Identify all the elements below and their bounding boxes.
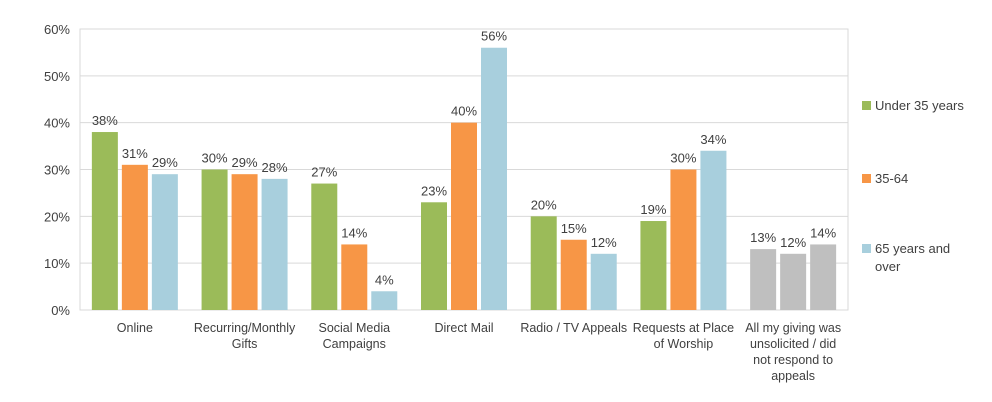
legend-label: 35-64 bbox=[875, 171, 908, 186]
bar bbox=[91, 132, 118, 310]
legend-swatch bbox=[862, 101, 871, 110]
bar bbox=[700, 150, 727, 310]
y-tick-label: 40% bbox=[44, 116, 70, 131]
data-label: 13% bbox=[750, 230, 776, 245]
bar bbox=[201, 169, 228, 310]
bar bbox=[151, 174, 178, 310]
bar bbox=[421, 202, 447, 310]
data-label: 31% bbox=[122, 146, 148, 161]
legend-label: over bbox=[875, 259, 901, 274]
y-tick-label: 10% bbox=[44, 256, 70, 271]
data-label: 12% bbox=[591, 235, 617, 250]
bar bbox=[121, 164, 148, 310]
data-label: 34% bbox=[700, 132, 726, 147]
x-tick-label: appeals bbox=[771, 369, 815, 383]
x-tick-label: Radio / TV Appeals bbox=[520, 321, 627, 335]
data-label: 30% bbox=[670, 151, 696, 166]
y-tick-label: 50% bbox=[44, 69, 70, 84]
data-label: 14% bbox=[810, 225, 836, 240]
bar bbox=[261, 178, 288, 310]
data-label: 40% bbox=[451, 104, 477, 119]
bar bbox=[371, 291, 398, 310]
data-label: 23% bbox=[421, 183, 447, 198]
x-tick-label: All my giving was bbox=[745, 321, 841, 335]
legend-swatch bbox=[862, 174, 871, 183]
x-tick-label: Social Media bbox=[318, 321, 390, 335]
bar bbox=[341, 244, 368, 310]
bar bbox=[590, 253, 617, 310]
legend-swatch bbox=[862, 244, 871, 253]
x-tick-label: Requests at Place bbox=[633, 321, 734, 335]
bar bbox=[451, 122, 477, 311]
data-label: 19% bbox=[640, 202, 666, 217]
data-label: 27% bbox=[311, 165, 337, 180]
x-tick-label: of Worship bbox=[654, 337, 714, 351]
bar bbox=[231, 174, 258, 310]
data-label: 15% bbox=[561, 221, 587, 236]
x-tick-label: Gifts bbox=[232, 337, 258, 351]
data-label: 4% bbox=[375, 272, 394, 287]
legend-label: Under 35 years bbox=[875, 98, 964, 113]
data-label: 30% bbox=[202, 151, 228, 166]
bar bbox=[311, 183, 338, 310]
bar bbox=[780, 253, 807, 310]
data-label: 28% bbox=[262, 160, 288, 175]
y-tick-label: 30% bbox=[44, 163, 70, 178]
data-label: 14% bbox=[341, 225, 367, 240]
bar bbox=[810, 244, 837, 310]
data-label: 56% bbox=[481, 29, 507, 44]
y-tick-label: 20% bbox=[44, 209, 70, 224]
bar bbox=[640, 221, 667, 310]
x-tick-label: Direct Mail bbox=[434, 321, 493, 335]
data-label: 20% bbox=[531, 197, 557, 212]
x-tick-label: Online bbox=[117, 321, 153, 335]
x-tick-label: unsolicited / did bbox=[750, 337, 836, 351]
data-label: 29% bbox=[232, 155, 258, 170]
x-tick-label: Campaigns bbox=[323, 337, 386, 351]
data-label: 29% bbox=[152, 155, 178, 170]
bar bbox=[481, 47, 507, 310]
legend-label: 65 years and bbox=[875, 241, 950, 256]
bar bbox=[670, 169, 697, 310]
data-label: 12% bbox=[780, 235, 806, 250]
y-tick-label: 0% bbox=[51, 303, 70, 318]
x-tick-label: not respond to bbox=[753, 353, 833, 367]
bar bbox=[750, 249, 777, 310]
data-label: 38% bbox=[92, 113, 118, 128]
bar bbox=[530, 216, 557, 310]
y-tick-label: 60% bbox=[44, 22, 70, 37]
bar bbox=[560, 239, 587, 310]
x-tick-label: Recurring/Monthly bbox=[194, 321, 296, 335]
